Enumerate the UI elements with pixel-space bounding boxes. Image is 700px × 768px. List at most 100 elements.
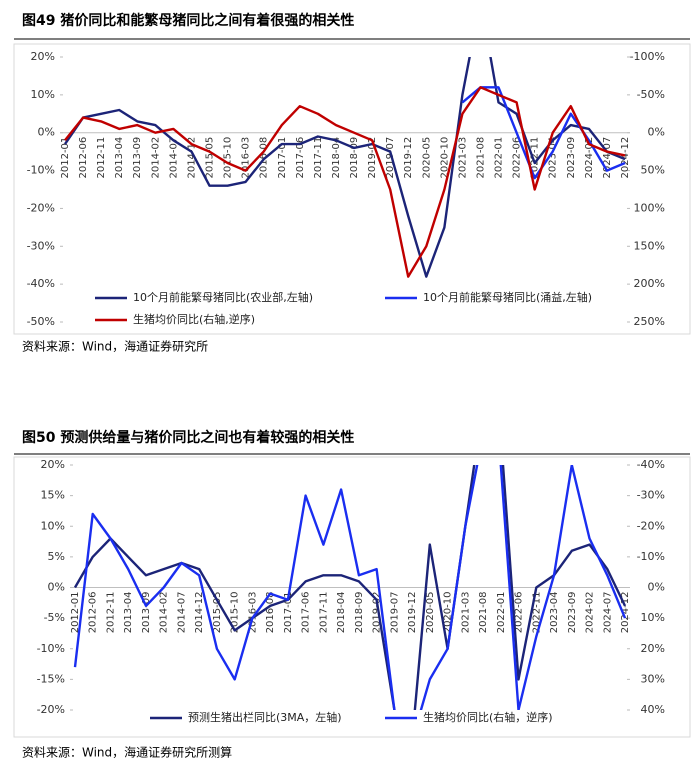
series-line	[64, 57, 626, 278]
x-tick-label: 2014-07	[176, 592, 187, 634]
chart-title: 图49 猪价同比和能繁母猪同比之间有着很强的相关性	[22, 12, 354, 29]
x-tick-label: 2018-04	[336, 592, 347, 634]
y2-tick-label: 40%	[641, 703, 665, 716]
y-tick-label: -40%	[27, 277, 55, 290]
x-tick-label: 2021-08	[478, 592, 489, 634]
y-tick-label: 5%	[48, 550, 65, 563]
legend-label: 10个月前能繁母猪同比(涌益,左轴)	[423, 290, 592, 304]
x-tick-label: 2021-08	[475, 137, 486, 179]
x-tick-label: 2015-05	[205, 137, 216, 179]
x-tick-label: 2012-01	[60, 137, 71, 179]
x-tick-label: 2016-03	[247, 592, 258, 634]
x-tick-label: 2024-12	[620, 592, 631, 634]
x-tick-label: 2018-09	[354, 592, 365, 634]
y2-tick-label: 20%	[641, 642, 665, 655]
x-tick-label: 2022-01	[496, 592, 507, 634]
y2-tick-label: 100%	[634, 201, 665, 214]
x-tick-label: 2020-10	[443, 592, 454, 634]
x-tick-label: 2024-07	[602, 592, 613, 634]
x-tick-label: 2020-05	[421, 137, 432, 179]
series-line	[73, 465, 627, 710]
x-tick-label: 2013-04	[123, 592, 134, 634]
y-tick-label: -20%	[27, 201, 55, 214]
x-tick-label: 2017-01	[283, 592, 294, 634]
x-tick-label: 2019-12	[407, 592, 418, 634]
x-tick-label: 2022-11	[530, 137, 541, 179]
y2-tick-label: 30%	[641, 672, 665, 685]
y2-tick-label: -20%	[637, 519, 665, 532]
plot-lines	[64, 57, 626, 278]
x-tick-label: 2023-09	[566, 137, 577, 179]
x-tick-label: 2018-09	[349, 137, 360, 179]
x-tick-label: 2015-10	[223, 137, 234, 179]
series-line	[73, 465, 627, 710]
y-tick-label: 15%	[41, 489, 65, 502]
legend-label: 10个月前能繁母猪同比(农业部,左轴)	[133, 290, 313, 304]
x-tick-label: 2012-11	[105, 592, 116, 634]
x-tick-label: 2023-04	[548, 137, 559, 179]
x-tick-label: 2015-05	[212, 592, 223, 634]
x-tick-label: 2024-02	[585, 592, 596, 634]
x-tick-label: 2018-04	[331, 137, 342, 179]
x-tick-label: 2013-04	[114, 137, 125, 179]
y2-tick-label: -50%	[637, 88, 665, 101]
x-tick-label: 2019-02	[372, 592, 383, 634]
y2-tick-label: 10%	[641, 611, 665, 624]
series-line	[64, 86, 626, 278]
x-tick-label: 2017-01	[277, 137, 288, 179]
x-tick-label: 2014-02	[150, 137, 161, 179]
y-tick-label: -10%	[37, 642, 65, 655]
x-tick-label: 2014-12	[194, 592, 205, 634]
x-tick-label: 2017-11	[313, 137, 324, 179]
x-tick-label: 2017-06	[295, 137, 306, 179]
y2-tick-label: -30%	[637, 489, 665, 502]
x-tick-label: 2014-12	[186, 137, 197, 179]
x-tick-label: 2022-06	[512, 137, 523, 179]
x-tick-label: 2023-09	[567, 592, 578, 634]
y-tick-label: 10%	[41, 519, 65, 532]
y-tick-label: -5%	[44, 611, 65, 624]
x-tick-label: 2012-06	[78, 137, 89, 179]
x-tick-label: 2016-03	[241, 137, 252, 179]
y2-tick-label: -100%	[630, 50, 665, 63]
chart-frame	[13, 43, 691, 335]
x-tick-label: 2020-05	[425, 592, 436, 634]
legend-label: 预测生猪出栏同比(3MA，左轴)	[188, 710, 342, 724]
x-tick-label: 2012-11	[96, 137, 107, 179]
y2-tick-label: 50%	[641, 164, 665, 177]
x-tick-label: 2015-10	[230, 592, 241, 634]
y2-tick-label: 0%	[648, 581, 665, 594]
y-tick-label: 0%	[38, 126, 55, 139]
x-tick-label: 2022-01	[494, 137, 505, 179]
x-tick-label: 2017-11	[318, 592, 329, 634]
x-tick-label: 2014-07	[168, 137, 179, 179]
x-tick-label: 2012-01	[70, 592, 81, 634]
x-tick-label: 2024-02	[584, 137, 595, 179]
y2-tick-label: -40%	[637, 458, 665, 471]
x-tick-label: 2021-03	[457, 137, 468, 179]
y-tick-label: -30%	[27, 239, 55, 252]
chart-frame	[13, 456, 691, 738]
y-tick-label: 10%	[31, 88, 55, 101]
y-tick-label: 20%	[31, 50, 55, 63]
y-tick-label: 20%	[41, 458, 65, 471]
x-tick-label: 2023-04	[549, 592, 560, 634]
y2-tick-label: 150%	[634, 239, 665, 252]
x-tick-label: 2024-12	[620, 137, 631, 179]
x-tick-label: 2012-06	[88, 592, 99, 634]
x-tick-label: 2013-09	[141, 592, 152, 634]
x-tick-label: 2014-02	[159, 592, 170, 634]
chart-title: 图50 预测供给量与猪价同比之间也有着较强的相关性	[22, 429, 354, 446]
x-tick-label: 2017-06	[301, 592, 312, 634]
x-tick-label: 2024-07	[602, 137, 613, 179]
x-tick-label: 2019-07	[389, 592, 400, 634]
y-tick-label: 0%	[48, 581, 65, 594]
y2-tick-label: 0%	[648, 126, 665, 139]
plot-lines	[73, 465, 627, 710]
source-note: 资料来源：Wind，海通证券研究所测算	[22, 745, 232, 760]
x-tick-label: 2019-02	[367, 137, 378, 179]
x-tick-label: 2022-06	[514, 592, 525, 634]
x-tick-label: 2022-11	[531, 592, 542, 634]
x-tick-label: 2020-10	[439, 137, 450, 179]
